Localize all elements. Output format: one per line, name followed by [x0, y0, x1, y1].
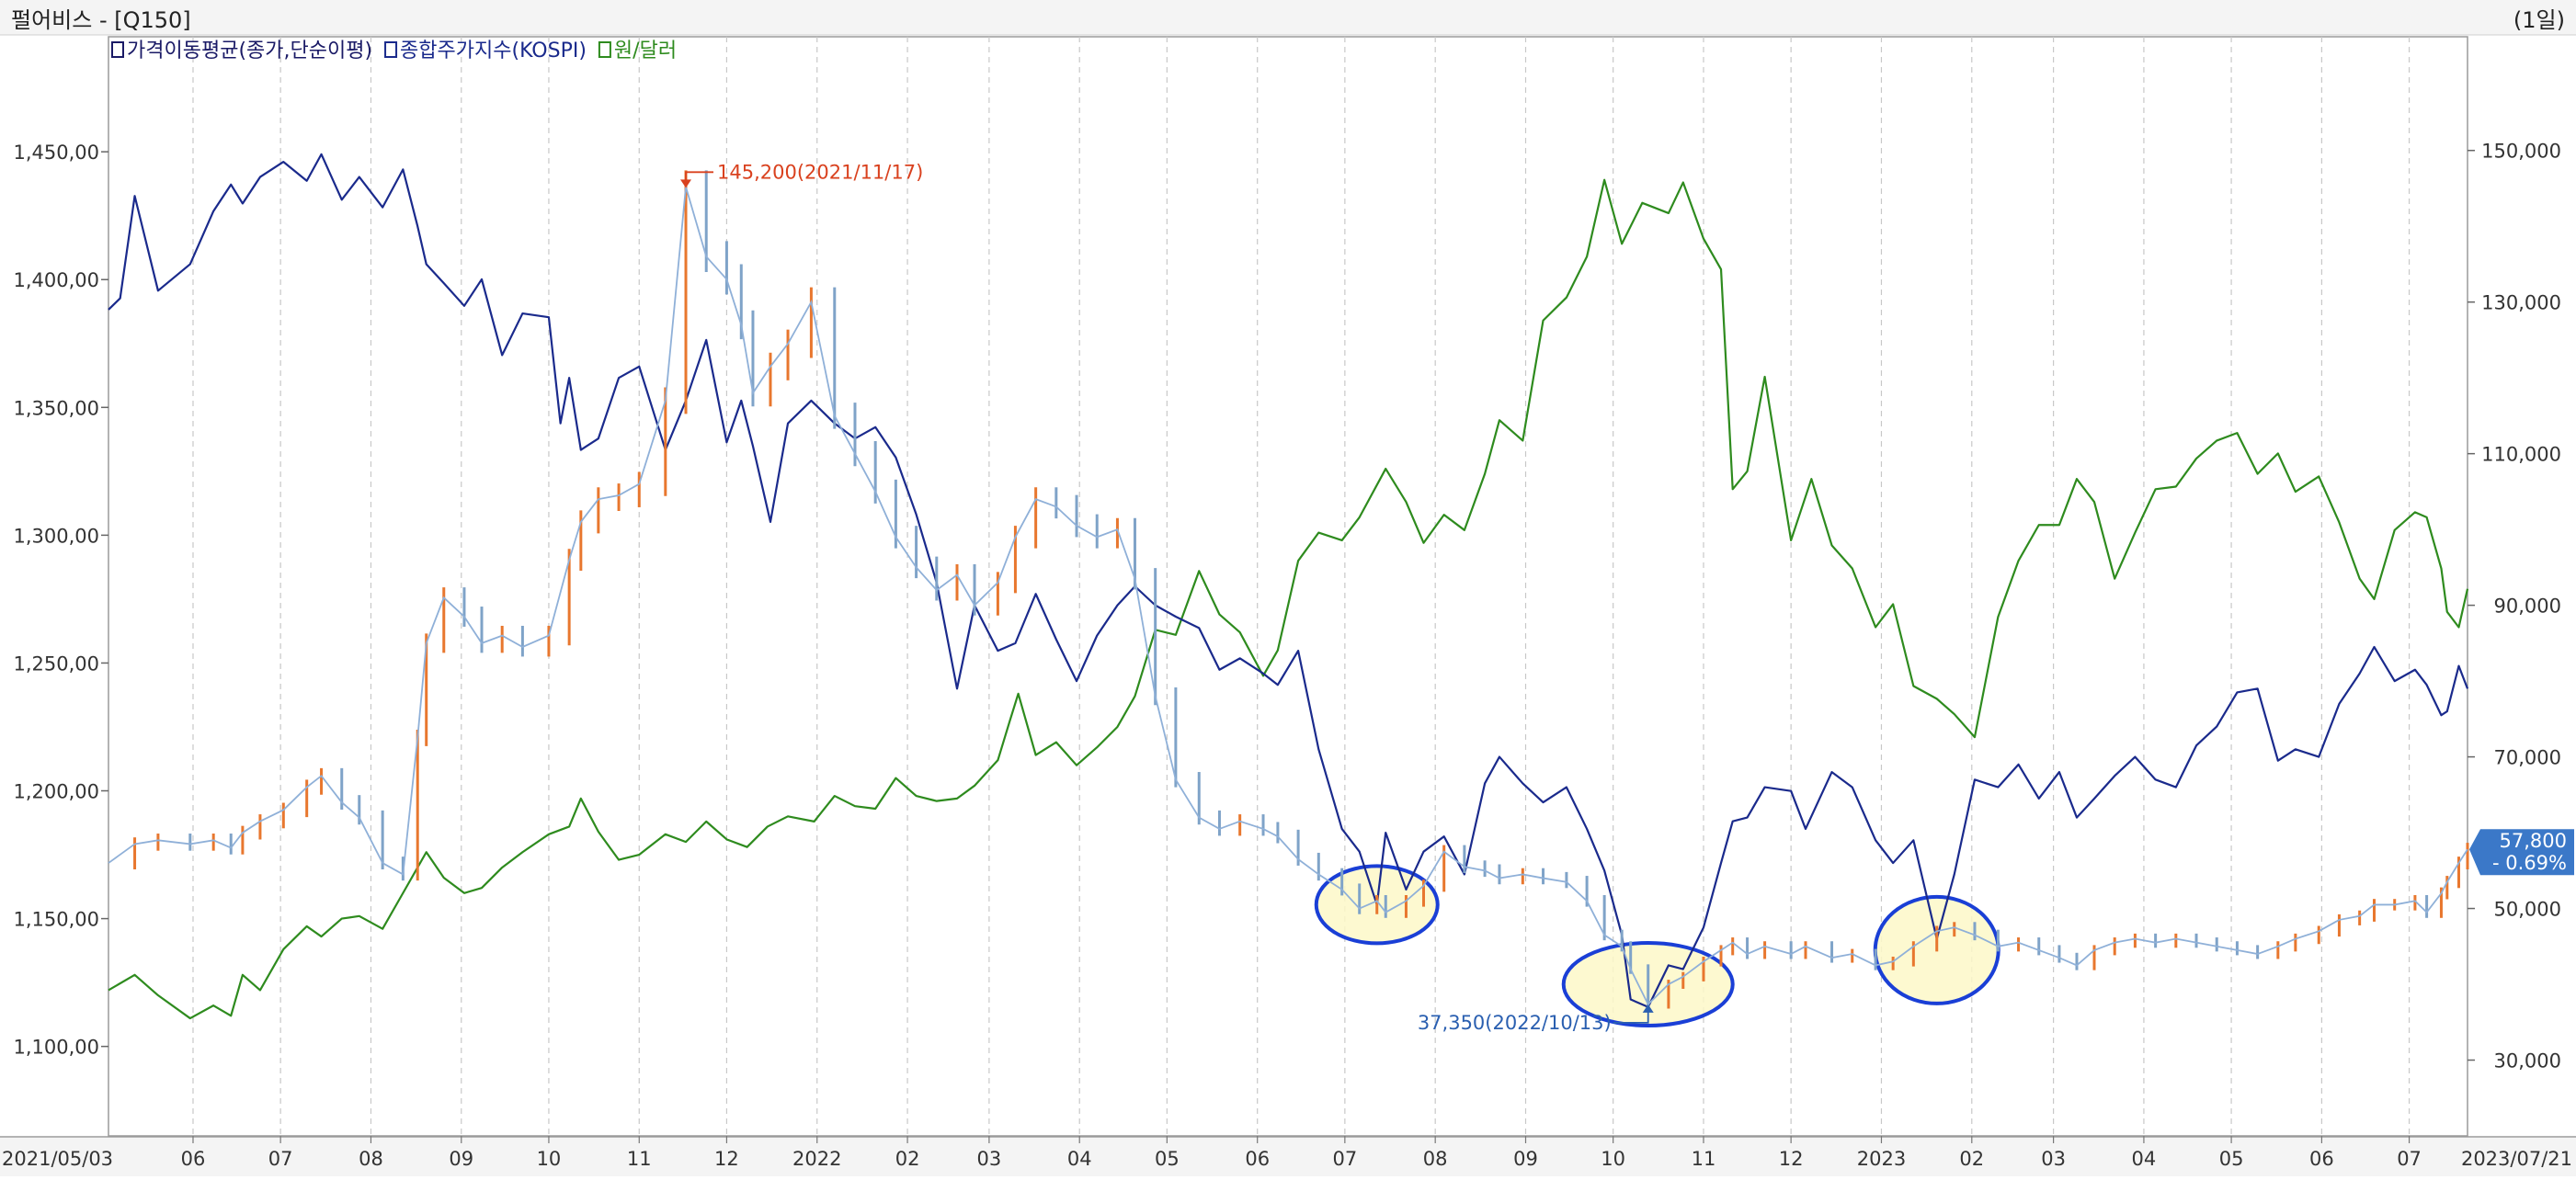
left-tick-label: 1,150,00 [13, 909, 99, 931]
legend-item-label: 종합주가지수(KOSPI) [400, 40, 587, 62]
legend-swatch [111, 41, 124, 58]
x-tick-label: 02 [1959, 1148, 1984, 1170]
x-tick-label: 07 [2397, 1148, 2422, 1170]
x-tick-label: 12 [714, 1148, 739, 1170]
right-tick-label: 50,000 [2494, 899, 2561, 921]
x-tick-label: 08 [359, 1148, 383, 1170]
legend-swatch [384, 41, 398, 58]
x-tick-label: 09 [1513, 1148, 1538, 1170]
x-tick-label: 02 [895, 1148, 920, 1170]
x-tick-label: 06 [181, 1148, 206, 1170]
x-tick-label: 10 [537, 1148, 562, 1170]
right-tick-label: 30,000 [2494, 1050, 2561, 1072]
right-tick-label: 130,000 [2481, 292, 2561, 314]
left-tick-label: 1,200,00 [13, 781, 99, 803]
x-tick-label: 2022 [792, 1148, 841, 1170]
x-tick-label: 06 [2309, 1148, 2334, 1170]
kospi-series-line [108, 153, 2469, 1008]
high-annotation-label: 145,200(2021/11/17) [717, 161, 923, 183]
legend-item-label: 가격이동평균(종가,단순이평) [127, 40, 372, 62]
x-tick-label: 11 [627, 1148, 652, 1170]
header-bar [0, 0, 2576, 35]
usdkrw-series-line [108, 178, 2469, 1020]
last-price-tag [2469, 829, 2574, 876]
price-series-line [108, 187, 2468, 1006]
x-tick-label: 06 [1245, 1148, 1270, 1170]
left-tick-label: 1,350,00 [13, 397, 99, 419]
period-label: (1일) [2513, 7, 2565, 33]
x-tick-label: 04 [1067, 1148, 1092, 1170]
x-tick-label: 07 [268, 1148, 293, 1170]
x-tick-label: 2021/05/03 [2, 1148, 113, 1170]
right-tick-label: 110,000 [2481, 444, 2561, 466]
right-tick-label: 150,000 [2481, 141, 2561, 163]
x-tick-label: 11 [1692, 1148, 1716, 1170]
low-annotation-label: 37,350(2022/10/13) [1418, 1012, 1612, 1034]
x-tick-label: 07 [1332, 1148, 1357, 1170]
left-tick-label: 1,400,00 [13, 269, 99, 291]
low-annotation-leader [1613, 1007, 1649, 1024]
chart-title: 펄어비스 - [Q150] [11, 7, 191, 33]
legend-swatch [598, 41, 611, 58]
last-price-value: 57,800 [2500, 830, 2567, 852]
left-tick-label: 1,100,00 [13, 1037, 99, 1059]
x-tick-label: 03 [2041, 1148, 2066, 1170]
low-annotation-arrow [1642, 1004, 1654, 1013]
left-tick-label: 1,450,00 [13, 142, 99, 164]
legend-item-label: 원/달러 [614, 40, 677, 62]
x-tick-label: 2023 [1857, 1148, 1906, 1170]
x-tick-label: 10 [1601, 1148, 1625, 1170]
date-axis-bar [0, 1138, 2576, 1176]
x-tick-label: 04 [2132, 1148, 2157, 1170]
x-tick-label: 2023/07/21 [2461, 1148, 2572, 1170]
x-tick-label: 05 [2219, 1148, 2244, 1170]
x-tick-label: 03 [977, 1148, 1002, 1170]
left-tick-label: 1,300,00 [13, 525, 99, 547]
x-tick-label: 08 [1423, 1148, 1448, 1170]
high-annotation-arrow [680, 179, 692, 188]
right-tick-label: 90,000 [2494, 596, 2561, 618]
left-tick-label: 1,250,00 [13, 652, 99, 675]
last-price-change: - 0.69% [2492, 852, 2567, 874]
x-tick-label: 09 [449, 1148, 473, 1170]
x-tick-label: 12 [1779, 1148, 1804, 1170]
right-tick-label: 70,000 [2494, 747, 2561, 769]
x-tick-label: 05 [1155, 1148, 1180, 1170]
plot-area [108, 36, 2468, 1137]
